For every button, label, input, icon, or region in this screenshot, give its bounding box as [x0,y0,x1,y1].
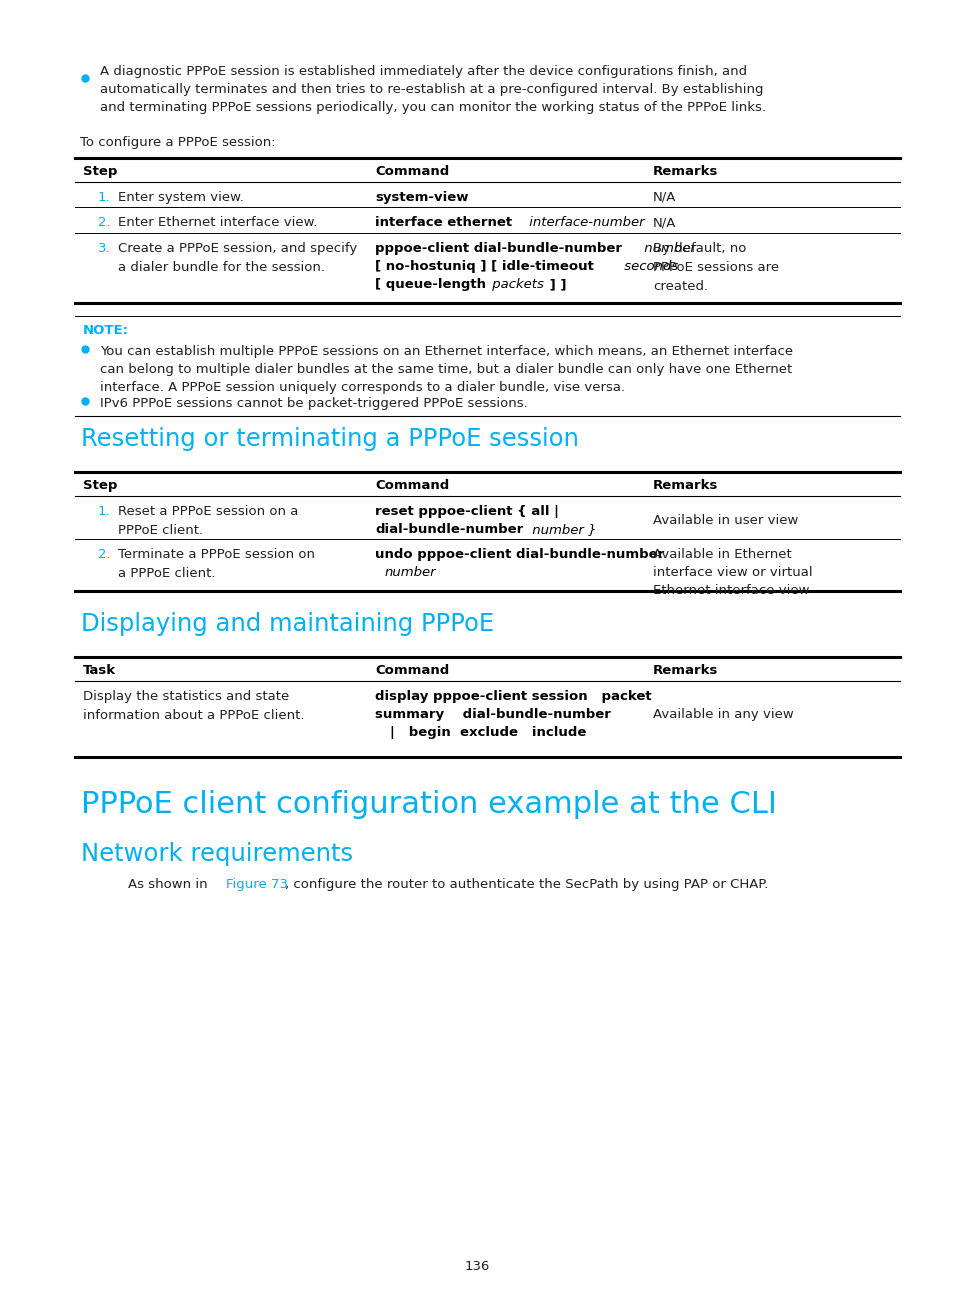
Text: 2.: 2. [98,548,111,561]
Text: number: number [639,242,695,255]
Text: Create a PPPoE session, and specify
a dialer bundle for the session.: Create a PPPoE session, and specify a di… [118,242,356,273]
Text: interface ethernet: interface ethernet [375,216,512,229]
Text: Terminate a PPPoE session on
a PPPoE client.: Terminate a PPPoE session on a PPPoE cli… [118,548,314,581]
Text: Enter system view.: Enter system view. [118,191,244,203]
Text: 3.: 3. [98,242,111,255]
Text: number: number [385,566,436,579]
Text: Available in Ethernet
interface view or virtual
Ethernet interface view: Available in Ethernet interface view or … [652,548,812,597]
Text: PPPoE client configuration example at the CLI: PPPoE client configuration example at th… [81,791,776,819]
Text: Step: Step [83,480,117,492]
Text: Task: Task [83,664,116,677]
Text: Step: Step [83,165,117,178]
Text: pppoe-client dial-bundle-number: pppoe-client dial-bundle-number [375,242,621,255]
Text: display pppoe-client session   packet: display pppoe-client session packet [375,689,651,702]
Text: Available in user view: Available in user view [652,515,798,527]
Text: A diagnostic PPPoE session is established immediately after the device configura: A diagnostic PPPoE session is establishe… [100,65,765,114]
Text: N/A: N/A [652,216,676,229]
Text: 2.: 2. [98,216,111,229]
Text: packets: packets [488,279,543,292]
Text: 1.: 1. [98,191,111,203]
Text: 136: 136 [464,1260,489,1273]
Text: Figure 73: Figure 73 [226,877,288,892]
Text: Remarks: Remarks [652,165,718,178]
Text: [ queue-length: [ queue-length [375,279,485,292]
Text: ] ]: ] ] [544,279,566,292]
Text: Remarks: Remarks [652,664,718,677]
Text: summary    dial-bundle-number: summary dial-bundle-number [375,708,610,721]
Text: [ no-hostuniq ] [ idle-timeout: [ no-hostuniq ] [ idle-timeout [375,260,594,273]
Text: Reset a PPPoE session on a
PPPoE client.: Reset a PPPoE session on a PPPoE client. [118,505,298,537]
Text: |   begin  exclude   include: | begin exclude include [390,726,586,739]
Text: IPv6 PPPoE sessions cannot be packet-triggered PPPoE sessions.: IPv6 PPPoE sessions cannot be packet-tri… [100,397,527,410]
Text: 1.: 1. [98,505,111,518]
Text: Display the statistics and state
information about a PPPoE client.: Display the statistics and state informa… [83,689,304,722]
Text: Displaying and maintaining PPPoE: Displaying and maintaining PPPoE [81,612,494,636]
Text: dial-bundle-number: dial-bundle-number [375,524,522,537]
Text: Remarks: Remarks [652,480,718,492]
Text: number }: number } [527,524,596,537]
Text: To configure a PPPoE session:: To configure a PPPoE session: [80,136,275,149]
Text: seconds: seconds [619,260,678,273]
Text: interface-number: interface-number [524,216,644,229]
Text: N/A: N/A [652,191,676,203]
Text: reset pppoe-client { all |: reset pppoe-client { all | [375,505,558,518]
Text: , configure the router to authenticate the SecPath by using PAP or CHAP.: , configure the router to authenticate t… [285,877,767,892]
Text: As shown in: As shown in [128,877,212,892]
Text: Command: Command [375,664,449,677]
Text: undo pppoe-client dial-bundle-number: undo pppoe-client dial-bundle-number [375,548,663,561]
Text: NOTE:: NOTE: [83,324,129,337]
Text: Command: Command [375,480,449,492]
Text: Network requirements: Network requirements [81,842,353,866]
Text: By default, no
PPPoE sessions are
created.: By default, no PPPoE sessions are create… [652,242,779,293]
Text: Available in any view: Available in any view [652,708,793,721]
Text: Enter Ethernet interface view.: Enter Ethernet interface view. [118,216,317,229]
Text: You can establish multiple PPPoE sessions on an Ethernet interface, which means,: You can establish multiple PPPoE session… [100,345,792,394]
Text: Resetting or terminating a PPPoE session: Resetting or terminating a PPPoE session [81,426,578,451]
Text: Command: Command [375,165,449,178]
Text: system-view: system-view [375,191,468,203]
